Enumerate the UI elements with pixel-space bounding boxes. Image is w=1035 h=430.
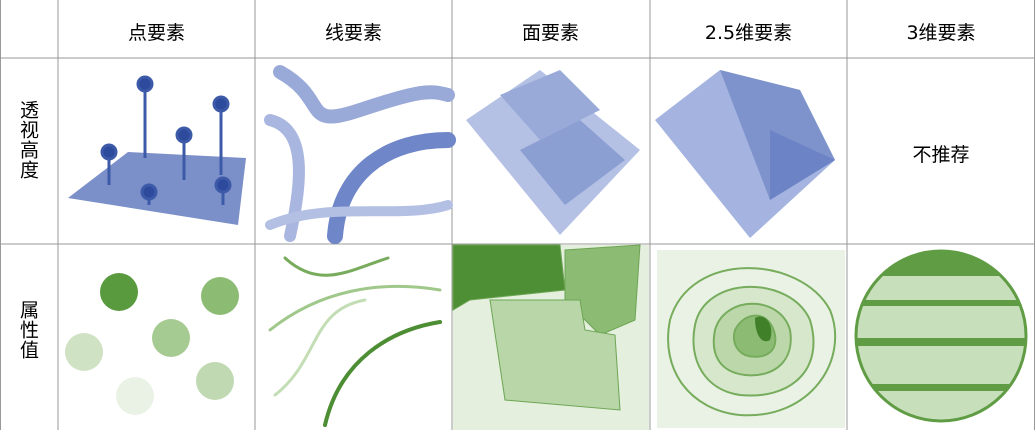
row-label: 属性值 — [17, 300, 39, 360]
polygon-value — [452, 244, 649, 430]
cell-text: 不推荐 — [912, 144, 970, 166]
column-header: 点要素 — [127, 22, 185, 44]
point-3d — [68, 75, 246, 225]
line-value — [268, 256, 442, 427]
line-3d — [264, 65, 456, 244]
point-value — [65, 273, 239, 415]
column-header: 3维要素 — [906, 22, 976, 44]
column-header: 线要素 — [324, 22, 382, 44]
contour-value — [657, 250, 845, 428]
polygon-3d — [466, 70, 640, 235]
surface-3d — [655, 70, 835, 238]
row-label: 透视高度 — [17, 100, 39, 180]
column-header: 2.5维要素 — [704, 22, 793, 44]
sphere-value — [854, 249, 1028, 423]
column-header: 面要素 — [521, 22, 579, 44]
